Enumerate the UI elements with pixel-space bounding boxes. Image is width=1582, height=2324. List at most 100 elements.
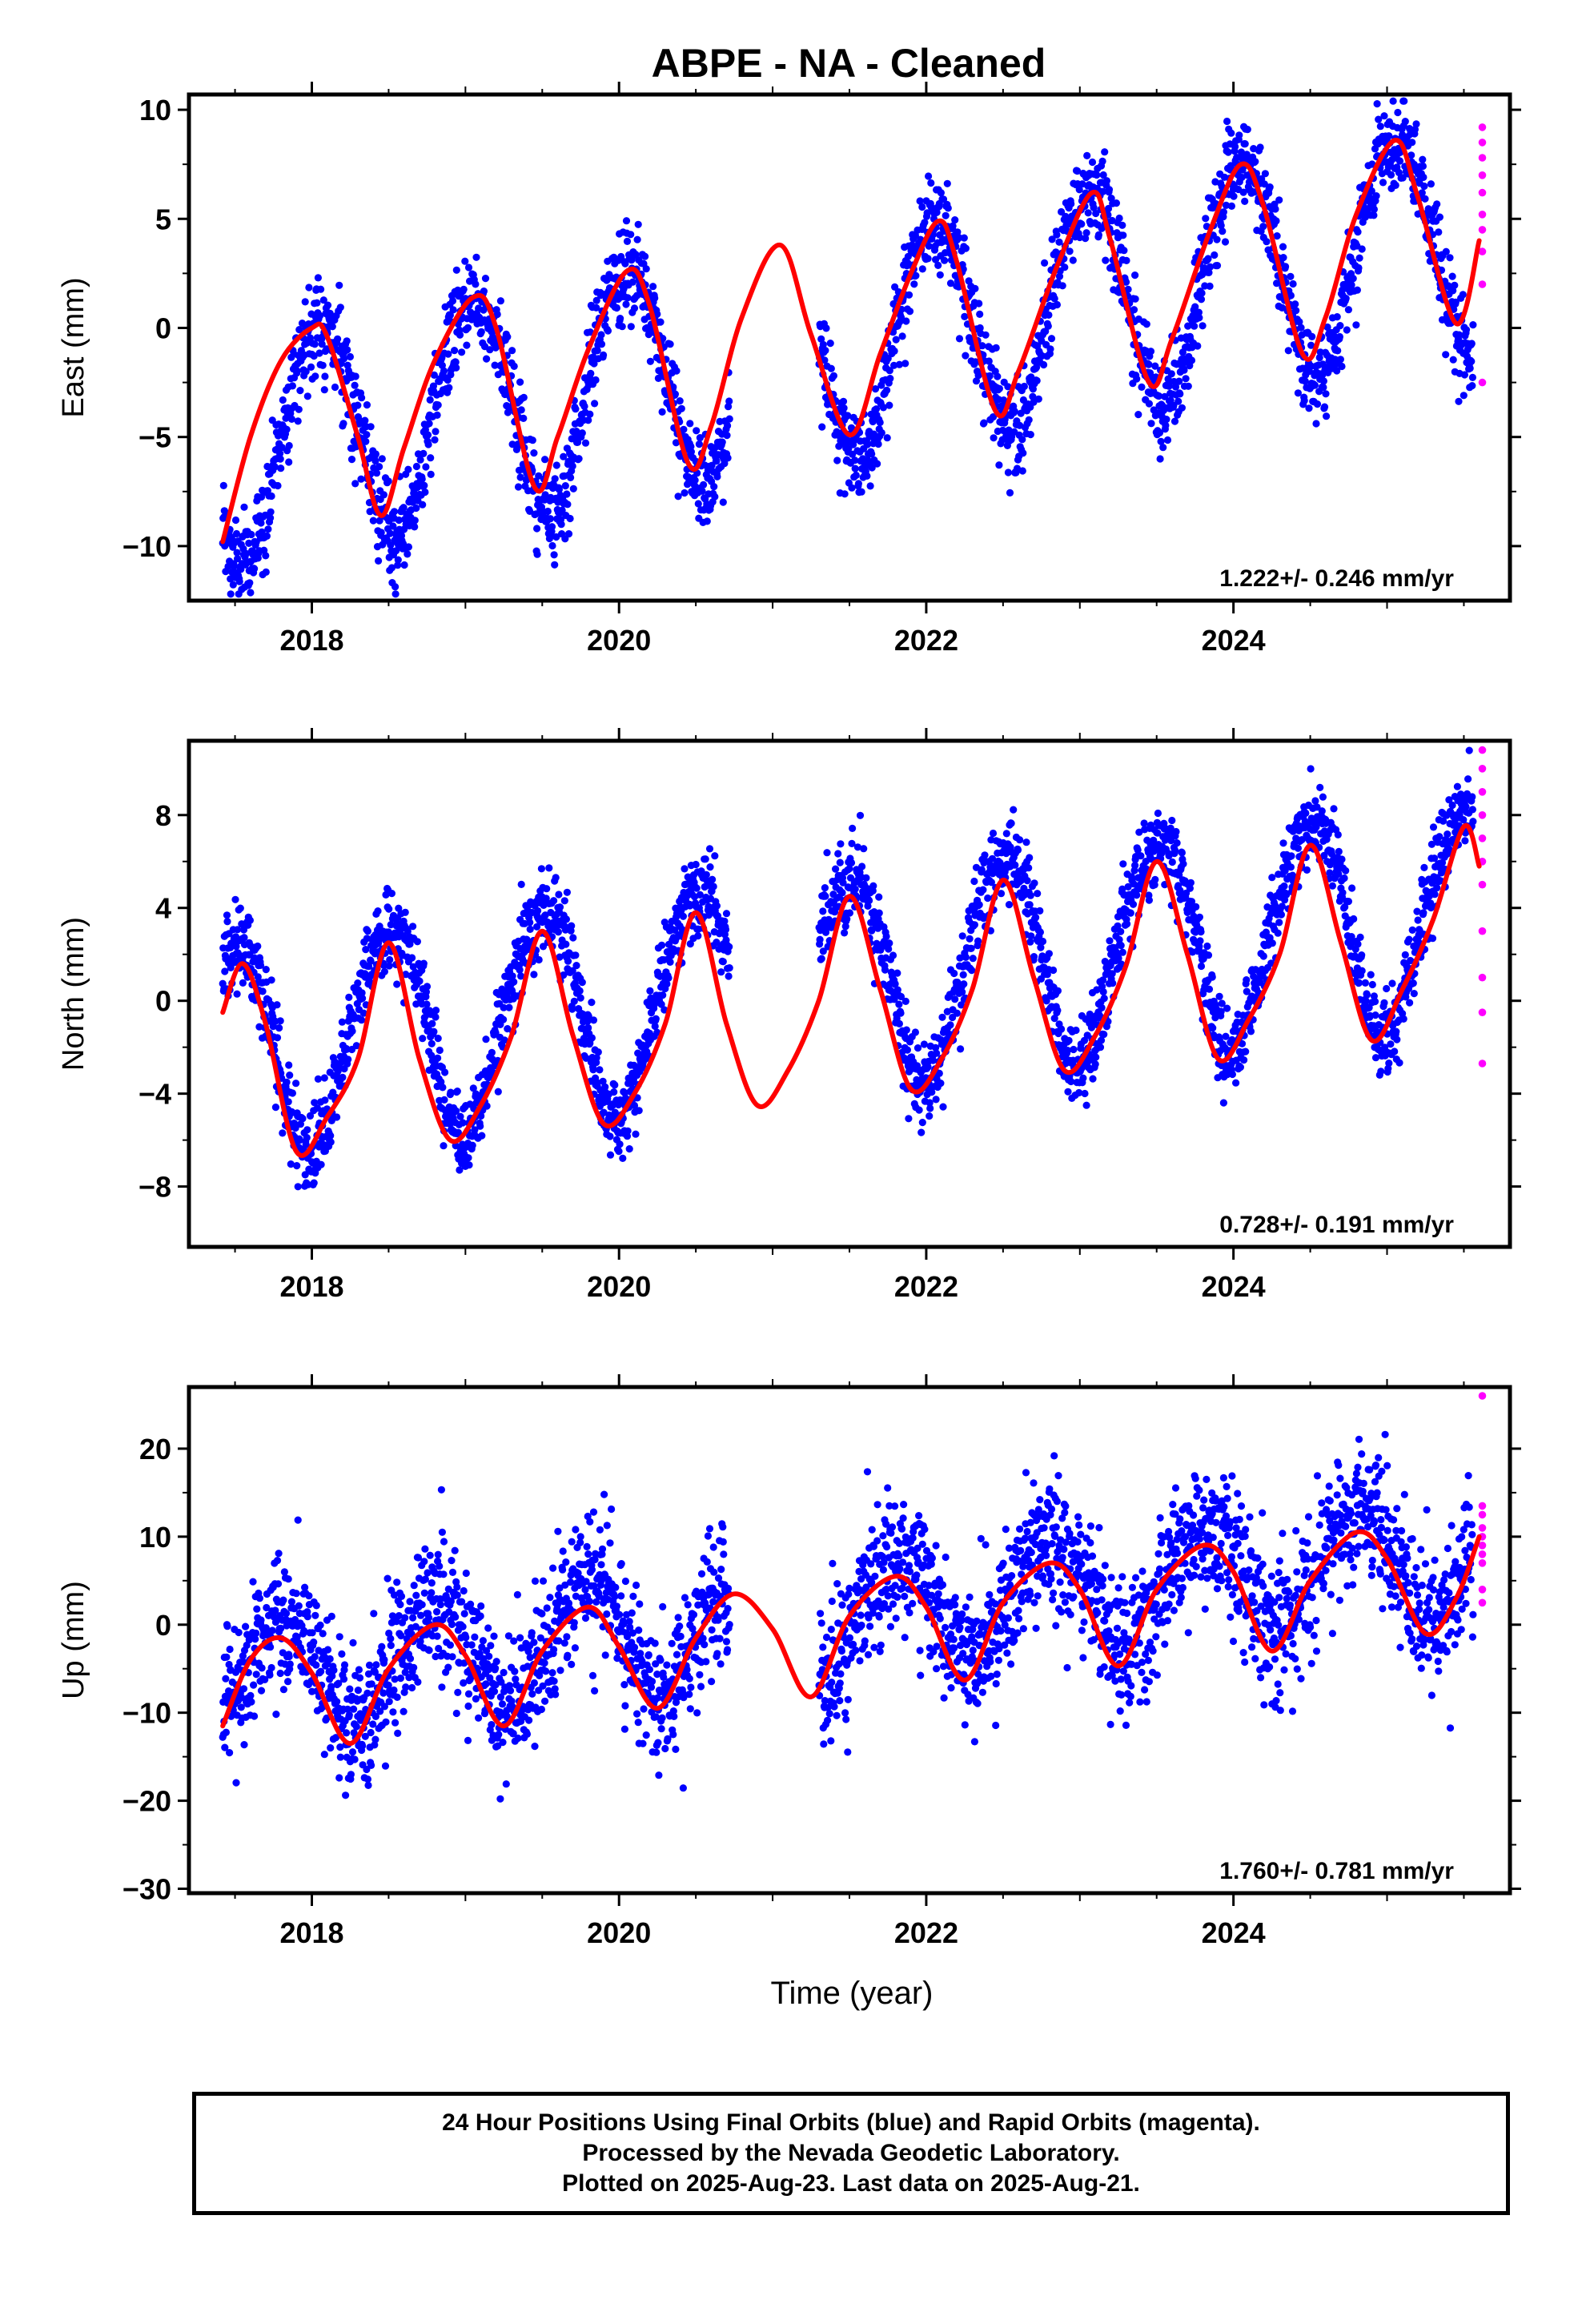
east-data-point: [390, 508, 399, 516]
north-data-point: [231, 895, 239, 903]
north-data-point: [1036, 907, 1044, 915]
east-data-point: [463, 341, 471, 349]
east-data-point: [343, 346, 351, 354]
north-data-point: [428, 1019, 436, 1027]
north-data-point: [938, 1013, 946, 1021]
east-data-point: [569, 485, 577, 493]
north-data-point: [616, 1140, 624, 1148]
north-data-point: [858, 862, 866, 870]
east-data-point: [411, 517, 419, 525]
east-data-point: [632, 251, 640, 259]
east-data-point: [427, 454, 435, 462]
north-data-point: [505, 1003, 513, 1011]
east-data-point: [1219, 208, 1227, 216]
east-data-point: [302, 368, 310, 376]
east-data-point: [369, 517, 377, 525]
north-data-point: [1106, 937, 1114, 945]
east-data-point: [371, 450, 379, 458]
east-data-point: [1468, 373, 1476, 381]
east-data-point: [1261, 170, 1269, 178]
east-data-point: [267, 508, 275, 516]
east-data-point: [918, 203, 926, 211]
east-data-point: [387, 564, 396, 572]
east-data-point: [1018, 467, 1026, 475]
east-data-point: [541, 456, 549, 464]
north-data-point: [589, 1016, 598, 1024]
east-data-point: [544, 507, 552, 516]
east-data-point: [267, 514, 275, 522]
north-data-point: [722, 910, 731, 918]
east-data-point: [1380, 112, 1388, 120]
east-data-point: [1197, 296, 1206, 304]
east-data-point: [1323, 412, 1331, 420]
east-data-point: [885, 401, 893, 409]
north-data-point: [1173, 839, 1181, 847]
east-ylabel: East (mm): [57, 277, 90, 417]
east-data-point: [318, 340, 326, 348]
east-xtick-label: 2018: [279, 624, 343, 657]
east-data-point: [384, 477, 392, 485]
north-data-point: [969, 955, 977, 963]
east-data-point: [1174, 397, 1182, 405]
north-data-point: [1123, 920, 1131, 928]
east-data-point: [1213, 262, 1222, 270]
east-data-point: [243, 549, 251, 557]
north-data-point: [1126, 909, 1134, 917]
east-data-point: [592, 296, 600, 304]
east-data-point: [1182, 375, 1190, 383]
east-data-point: [285, 441, 293, 450]
east-data-point: [1045, 311, 1053, 319]
east-data-point: [995, 461, 1003, 469]
east-data-point: [1455, 397, 1463, 405]
east-data-point: [458, 348, 466, 356]
east-data-point: [944, 204, 952, 212]
east-data-point: [449, 306, 457, 314]
east-data-point: [514, 483, 523, 491]
north-data-point: [1030, 953, 1038, 961]
east-data-point: [724, 454, 732, 462]
north-data-point: [939, 1103, 947, 1111]
east-data-point: [883, 386, 891, 394]
north-data-point: [545, 864, 553, 872]
east-data-point: [491, 361, 499, 369]
north-data-point: [725, 964, 733, 972]
east-data-point: [1241, 140, 1249, 148]
north-data-point: [1036, 928, 1044, 936]
east-data-point: [276, 449, 284, 457]
north-data-point: [432, 1013, 440, 1021]
north-data-point: [1005, 901, 1014, 909]
north-data-point: [856, 811, 865, 819]
east-data-point: [840, 404, 848, 412]
north-data-point: [430, 1027, 438, 1035]
east-data-point: [1319, 384, 1327, 392]
east-data-point: [1469, 321, 1477, 329]
east-data-point: [1468, 340, 1476, 348]
north-data-point: [1082, 1101, 1090, 1109]
north-data-point: [1168, 858, 1176, 866]
east-data-point: [247, 530, 255, 539]
east-data-point: [962, 352, 970, 360]
east-data-point: [404, 550, 412, 558]
east-data-point: [723, 432, 731, 440]
east-data-point: [1271, 205, 1279, 213]
east-data-point: [1187, 356, 1196, 364]
east-data-point: [434, 401, 442, 409]
east-data-point: [681, 489, 689, 497]
east-data-point: [1338, 362, 1346, 371]
north-data-point: [659, 991, 667, 999]
east-data-point: [528, 436, 536, 444]
east-data-point: [267, 492, 275, 501]
east-data-point: [1224, 148, 1232, 156]
east-data-point: [510, 362, 518, 370]
east-data-point: [1448, 272, 1456, 280]
east-data-point: [323, 301, 332, 309]
east-data-point: [1385, 132, 1393, 140]
east-data-point: [817, 335, 825, 343]
east-data-point: [641, 252, 649, 260]
east-data-point: [725, 415, 733, 423]
east-data-point: [307, 363, 315, 371]
east-data-point: [1115, 214, 1123, 223]
east-data-point: [627, 231, 635, 239]
east-data-point: [578, 429, 586, 437]
